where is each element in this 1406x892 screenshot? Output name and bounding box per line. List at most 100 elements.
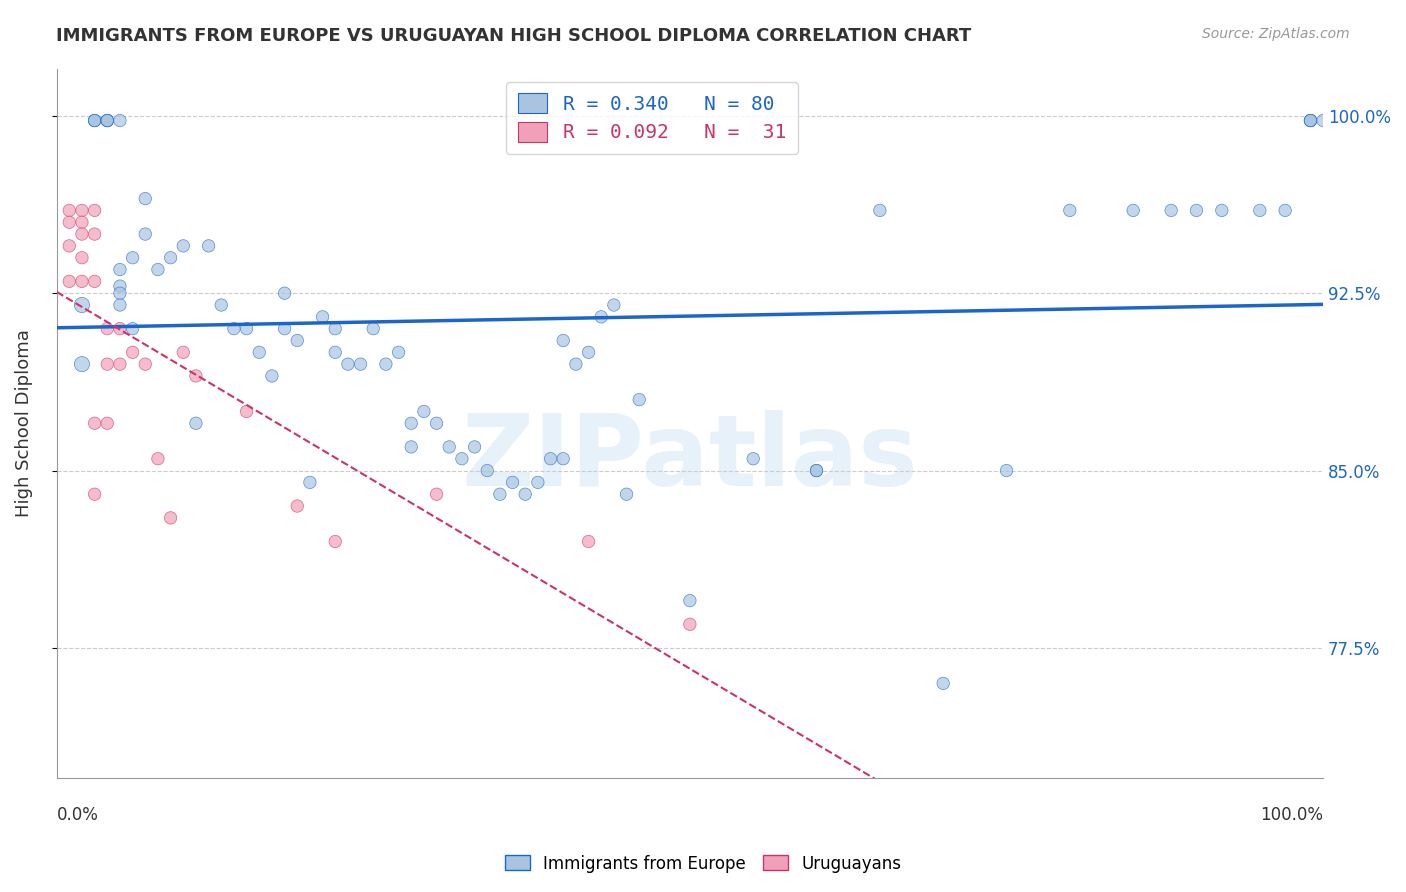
Point (1299, 113, 1322, 128)
Point (616, 487, 638, 501)
Point (273, 286, 295, 301)
Point (235, 404, 257, 418)
Text: ZIPatlas: ZIPatlas (461, 410, 918, 508)
Point (1312, 113, 1334, 128)
Point (70, 215, 93, 229)
Point (1122, 203, 1144, 218)
Point (121, 321, 143, 335)
Point (464, 440, 486, 454)
Point (58, 274, 80, 288)
Point (159, 511, 181, 525)
Text: 0.0%: 0.0% (56, 806, 98, 824)
Point (146, 451, 169, 466)
Point (172, 345, 194, 359)
Point (83, 274, 105, 288)
Point (932, 676, 955, 690)
Point (96, 357, 118, 371)
Point (578, 345, 600, 359)
Point (553, 451, 575, 466)
Point (806, 464, 828, 478)
Point (197, 239, 219, 253)
Point (869, 203, 891, 218)
Point (374, 357, 396, 371)
Point (298, 475, 321, 490)
Point (83, 227, 105, 241)
Point (1299, 113, 1322, 128)
Point (146, 262, 169, 277)
Y-axis label: High School Diploma: High School Diploma (15, 329, 32, 517)
Point (426, 487, 449, 501)
Point (995, 464, 1018, 478)
Point (121, 251, 143, 265)
Point (323, 345, 346, 359)
Point (349, 357, 371, 371)
Point (134, 357, 156, 371)
Point (399, 417, 422, 431)
Point (679, 593, 702, 607)
Point (489, 487, 512, 501)
Point (628, 392, 651, 407)
Point (96, 113, 118, 128)
Point (58, 215, 80, 229)
Text: Source: ZipAtlas.com: Source: ZipAtlas.com (1202, 27, 1350, 41)
Point (591, 310, 613, 324)
Point (1274, 203, 1296, 218)
Point (806, 464, 828, 478)
Legend: Immigrants from Europe, Uruguayans: Immigrants from Europe, Uruguayans (498, 848, 908, 880)
Point (159, 251, 181, 265)
Point (83, 113, 105, 128)
Point (70, 357, 93, 371)
Point (108, 113, 131, 128)
Point (134, 192, 156, 206)
Point (134, 227, 156, 241)
Point (83, 113, 105, 128)
Point (502, 475, 524, 490)
Point (1299, 113, 1322, 128)
Point (742, 451, 765, 466)
Point (311, 310, 333, 324)
Point (336, 357, 359, 371)
Point (108, 357, 131, 371)
Point (1299, 113, 1322, 128)
Point (96, 113, 118, 128)
Point (209, 298, 232, 312)
Point (83, 417, 105, 431)
Point (96, 417, 118, 431)
Point (222, 321, 245, 335)
Point (412, 404, 434, 418)
Point (70, 227, 93, 241)
Point (603, 298, 626, 312)
Point (184, 417, 207, 431)
Point (260, 368, 283, 383)
Point (1211, 203, 1233, 218)
Point (387, 345, 409, 359)
Point (121, 345, 143, 359)
Point (439, 440, 461, 454)
Point (515, 487, 537, 501)
Point (108, 286, 131, 301)
Point (96, 321, 118, 335)
Point (83, 113, 105, 128)
Point (83, 487, 105, 501)
Point (527, 475, 550, 490)
Point (477, 464, 499, 478)
Point (1185, 203, 1208, 218)
Point (58, 203, 80, 218)
Legend: R = 0.340   N = 80, R = 0.092   N =  31: R = 0.340 N = 80, R = 0.092 N = 31 (506, 82, 797, 154)
Point (58, 239, 80, 253)
Point (108, 298, 131, 312)
Point (578, 534, 600, 549)
Point (1059, 203, 1081, 218)
Text: IMMIGRANTS FROM EUROPE VS URUGUAYAN HIGH SCHOOL DIPLOMA CORRELATION CHART: IMMIGRANTS FROM EUROPE VS URUGUAYAN HIGH… (56, 27, 972, 45)
Point (108, 321, 131, 335)
Point (399, 440, 422, 454)
Point (235, 321, 257, 335)
Point (553, 334, 575, 348)
Point (70, 298, 93, 312)
Point (83, 203, 105, 218)
Point (361, 321, 384, 335)
Point (96, 113, 118, 128)
Point (108, 262, 131, 277)
Point (273, 321, 295, 335)
Point (96, 113, 118, 128)
